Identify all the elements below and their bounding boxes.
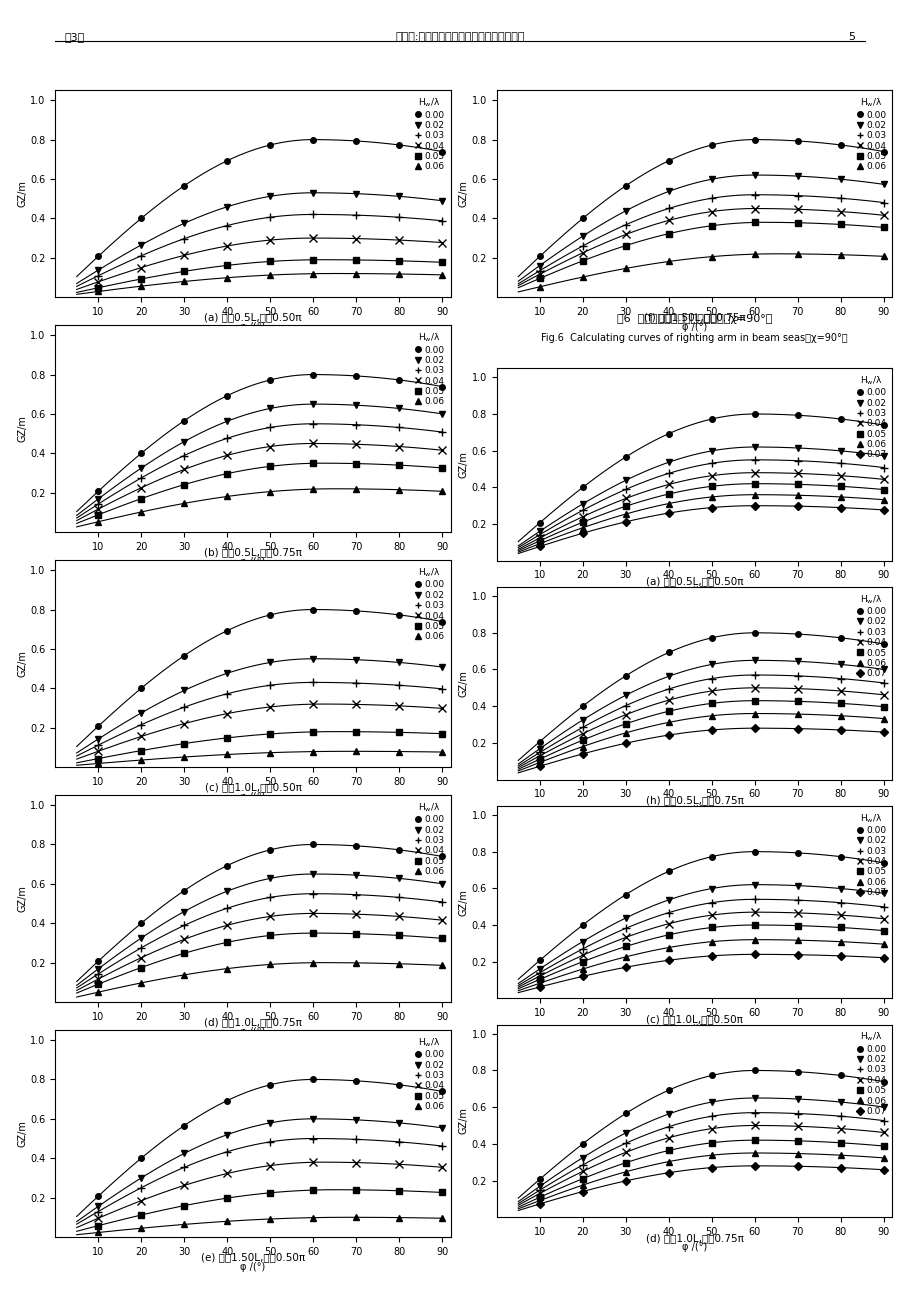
X-axis label: φ /(°): φ /(°) xyxy=(240,1028,266,1037)
Legend: 0.00, 0.02, 0.03, 0.04, 0.05, 0.06, 0.07: 0.00, 0.02, 0.03, 0.04, 0.05, 0.06, 0.07 xyxy=(853,373,887,461)
Legend: 0.00, 0.02, 0.03, 0.04, 0.05, 0.06: 0.00, 0.02, 0.03, 0.04, 0.05, 0.06 xyxy=(412,1034,446,1113)
X-axis label: φ /(°): φ /(°) xyxy=(240,1263,266,1272)
Y-axis label: GZ/m: GZ/m xyxy=(459,1108,469,1135)
Text: Fig.6  Calculating curves of righting arm in beam seas（χ=90°）: Fig.6 Calculating curves of righting arm… xyxy=(540,333,847,343)
Legend: 0.00, 0.02, 0.03, 0.04, 0.05, 0.06, 0.07: 0.00, 0.02, 0.03, 0.04, 0.05, 0.06, 0.07 xyxy=(853,1029,887,1118)
Legend: 0.00, 0.02, 0.03, 0.04, 0.05, 0.06: 0.00, 0.02, 0.03, 0.04, 0.05, 0.06 xyxy=(412,799,446,878)
Text: (e) 波长1.50L,相位0.50π: (e) 波长1.50L,相位0.50π xyxy=(200,1252,305,1263)
Legend: 0.00, 0.02, 0.03, 0.04, 0.05, 0.06, 0.07: 0.00, 0.02, 0.03, 0.04, 0.05, 0.06, 0.07 xyxy=(853,811,887,899)
Text: (b) 波长0.5L,相位0.75π: (b) 波长0.5L,相位0.75π xyxy=(204,547,301,558)
Text: (a) 波长0.5L,相位0.50π: (a) 波长0.5L,相位0.50π xyxy=(204,312,301,323)
Text: 朱军等:规则波浪中舰船纯稳性丧失计算研究: 朱军等:规则波浪中舰船纯稳性丧失计算研究 xyxy=(395,32,524,43)
Text: (d) 波长1.0L,相位0.75π: (d) 波长1.0L,相位0.75π xyxy=(204,1017,301,1028)
Y-axis label: GZ/m: GZ/m xyxy=(17,651,28,676)
Y-axis label: GZ/m: GZ/m xyxy=(459,181,469,207)
Text: 第3期: 第3期 xyxy=(64,32,85,43)
X-axis label: φ /(°): φ /(°) xyxy=(681,323,707,332)
Text: 图6  正横波浪中复原力臂计算曲线（χ=90°）: 图6 正横波浪中复原力臂计算曲线（χ=90°） xyxy=(617,314,771,324)
Y-axis label: GZ/m: GZ/m xyxy=(459,451,469,478)
X-axis label: φ /(°): φ /(°) xyxy=(681,804,707,815)
Text: (a) 波长0.5L,相位0.50π: (a) 波长0.5L,相位0.50π xyxy=(645,576,743,586)
Y-axis label: GZ/m: GZ/m xyxy=(459,670,469,697)
Text: (c) 波长1.0L,相位0.50π: (c) 波长1.0L,相位0.50π xyxy=(645,1013,743,1024)
Text: 5: 5 xyxy=(847,32,855,43)
Y-axis label: GZ/m: GZ/m xyxy=(17,1121,28,1146)
Text: (d) 波长1.0L,相位0.75π: (d) 波长1.0L,相位0.75π xyxy=(645,1233,743,1243)
Y-axis label: GZ/m: GZ/m xyxy=(17,886,28,911)
Y-axis label: GZ/m: GZ/m xyxy=(17,181,28,207)
Y-axis label: GZ/m: GZ/m xyxy=(17,416,28,442)
Y-axis label: GZ/m: GZ/m xyxy=(459,888,469,915)
X-axis label: φ /(°): φ /(°) xyxy=(681,1242,707,1252)
Legend: 0.00, 0.02, 0.03, 0.04, 0.05, 0.06, 0.07: 0.00, 0.02, 0.03, 0.04, 0.05, 0.06, 0.07 xyxy=(853,591,887,680)
X-axis label: φ /(°): φ /(°) xyxy=(240,793,266,802)
X-axis label: φ /(°): φ /(°) xyxy=(240,323,266,332)
Text: (c) 波长1.0L,相位0.50π: (c) 波长1.0L,相位0.50π xyxy=(204,782,301,793)
Legend: 0.00, 0.02, 0.03, 0.04, 0.05, 0.06: 0.00, 0.02, 0.03, 0.04, 0.05, 0.06 xyxy=(412,329,446,408)
Legend: 0.00, 0.02, 0.03, 0.04, 0.05, 0.06: 0.00, 0.02, 0.03, 0.04, 0.05, 0.06 xyxy=(412,564,446,643)
X-axis label: φ /(°): φ /(°) xyxy=(240,558,266,567)
X-axis label: φ /(°): φ /(°) xyxy=(681,1024,707,1034)
Legend: 0.00, 0.02, 0.03, 0.04, 0.05, 0.06: 0.00, 0.02, 0.03, 0.04, 0.05, 0.06 xyxy=(412,94,446,173)
X-axis label: φ /(°): φ /(°) xyxy=(681,586,707,596)
Text: (f) 波长1.50L,相位0.75π: (f) 波长1.50L,相位0.75π xyxy=(643,312,744,323)
Text: (h) 波长0.5L,相位0.75π: (h) 波长0.5L,相位0.75π xyxy=(645,795,743,806)
Legend: 0.00, 0.02, 0.03, 0.04, 0.05, 0.06: 0.00, 0.02, 0.03, 0.04, 0.05, 0.06 xyxy=(853,94,887,173)
